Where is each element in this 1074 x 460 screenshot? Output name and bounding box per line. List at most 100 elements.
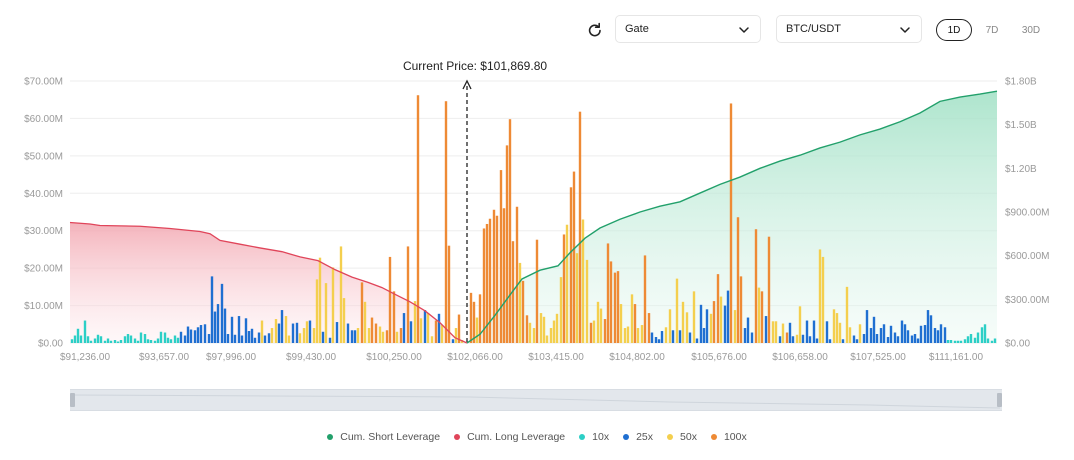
bar-100x (535, 239, 539, 343)
bar-25x (223, 308, 227, 343)
y-right-tick-label: $900.00M (1005, 208, 1049, 219)
x-tick-label: $91,236.00 (60, 352, 110, 363)
bar-25x (886, 337, 890, 343)
bar-10x (123, 336, 127, 343)
bar-25x (189, 329, 193, 343)
bar-25x (216, 304, 220, 343)
bar-50x (305, 321, 309, 343)
bar-25x (743, 328, 747, 343)
y-axis-left: $0.00 $10.00M $20.00M $30.00M $40.00M $50.00M… (24, 77, 63, 350)
range-30d-button[interactable]: 30D (1021, 24, 1041, 36)
bar-10x (986, 338, 990, 343)
y-tick-label: $50.00M (24, 151, 63, 162)
slider-handle-left[interactable] (70, 393, 75, 407)
legend-item-25x[interactable]: 25x (623, 431, 653, 443)
bar-100x (515, 206, 519, 343)
bar-25x (244, 318, 248, 343)
bar-50x (518, 262, 522, 343)
chevron-down-icon (739, 27, 749, 33)
y-right-tick-label: $600.00M (1005, 251, 1049, 262)
y-tick-label: $30.00M (24, 226, 63, 237)
bar-25x (875, 334, 879, 343)
pair-select[interactable]: BTC/USDT (776, 15, 922, 43)
bar-50x (545, 335, 549, 343)
bar-50x (298, 333, 302, 343)
bar-25x (247, 331, 251, 343)
legend-dot (327, 434, 334, 440)
y-tick-label: $70.00M (24, 77, 63, 88)
bar-25x (650, 332, 654, 343)
bar-25x (183, 335, 187, 343)
bar-25x (654, 337, 658, 343)
bar-50x (623, 328, 627, 343)
bar-100x (643, 255, 647, 343)
bar-10x (969, 334, 973, 343)
bar-25x (936, 330, 940, 343)
bar-25x (808, 336, 812, 343)
bar-25x (688, 332, 692, 343)
x-tick-label: $107,525.00 (850, 352, 906, 363)
bar-50x (342, 298, 346, 343)
bar-50x (260, 320, 264, 343)
range-7d-button[interactable]: 7D (985, 24, 999, 36)
bar-100x (492, 209, 496, 343)
bar-10x (126, 334, 130, 343)
bar-100x (360, 282, 364, 343)
bar-50x (454, 328, 458, 343)
bar-50x (539, 313, 543, 343)
bar-50x (367, 328, 371, 343)
bar-50x (528, 322, 532, 343)
bar-50x (818, 249, 822, 343)
legend-item-cum-short[interactable]: Cum. Short Leverage (327, 431, 440, 443)
bar-25x (913, 334, 917, 343)
liquidation-chart[interactable]: $0.00 $10.00M $20.00M $30.00M $40.00M $50.00M… (0, 0, 1074, 380)
legend-item-100x[interactable]: 100x (710, 431, 747, 443)
refresh-icon (588, 22, 601, 37)
legend-item-cum-long[interactable]: Cum. Long Leverage (454, 431, 565, 443)
bar-100x (716, 274, 720, 343)
exchange-select-value: Gate (625, 23, 649, 35)
bar-50x (430, 336, 434, 343)
bar-25x (295, 322, 299, 343)
bar-10x (169, 339, 173, 343)
bar-10x (163, 332, 167, 343)
bar-100x (374, 323, 378, 343)
x-tick-label: $102,066.00 (447, 352, 503, 363)
bar-25x (350, 330, 354, 343)
bar-50x (719, 296, 723, 343)
x-tick-label: $103,415.00 (528, 352, 584, 363)
legend-item-10x[interactable]: 10x (579, 431, 609, 443)
slider-handle-right[interactable] (997, 393, 1002, 407)
legend-item-50x[interactable]: 50x (667, 431, 697, 443)
bar-100x (613, 272, 617, 343)
bar-50x (626, 326, 630, 343)
bar-25x (805, 320, 809, 343)
bar-50x (363, 301, 367, 343)
bar-100x (569, 187, 573, 343)
bar-50x (664, 327, 668, 343)
bar-50x (733, 310, 737, 343)
bar-100x (785, 332, 789, 343)
range-1d-button[interactable]: 1D (936, 19, 972, 41)
bar-50x (559, 277, 563, 343)
bar-50x (312, 328, 316, 343)
bar-25x (788, 322, 792, 343)
bar-10x (99, 336, 103, 343)
bar-25x (872, 316, 876, 343)
bar-10x (143, 334, 147, 343)
bar-10x (96, 334, 100, 343)
bar-25x (926, 310, 930, 343)
bar-10x (109, 340, 113, 343)
bar-25x (746, 317, 750, 343)
exchange-select[interactable]: Gate (615, 15, 761, 43)
zoom-slider[interactable] (70, 389, 1002, 411)
bar-25x (207, 334, 211, 343)
bar-25x (280, 310, 284, 343)
bar-100x (444, 101, 448, 343)
y-axis-right: $0.00 $300.00M $600.00M $900.00M $1.20B $1.50… (1005, 77, 1049, 350)
bar-50x (339, 246, 343, 343)
legend-label: Cum. Long Leverage (467, 431, 566, 443)
refresh-button[interactable] (585, 20, 605, 40)
bar-50x (565, 224, 569, 343)
bar-25x (451, 339, 455, 343)
